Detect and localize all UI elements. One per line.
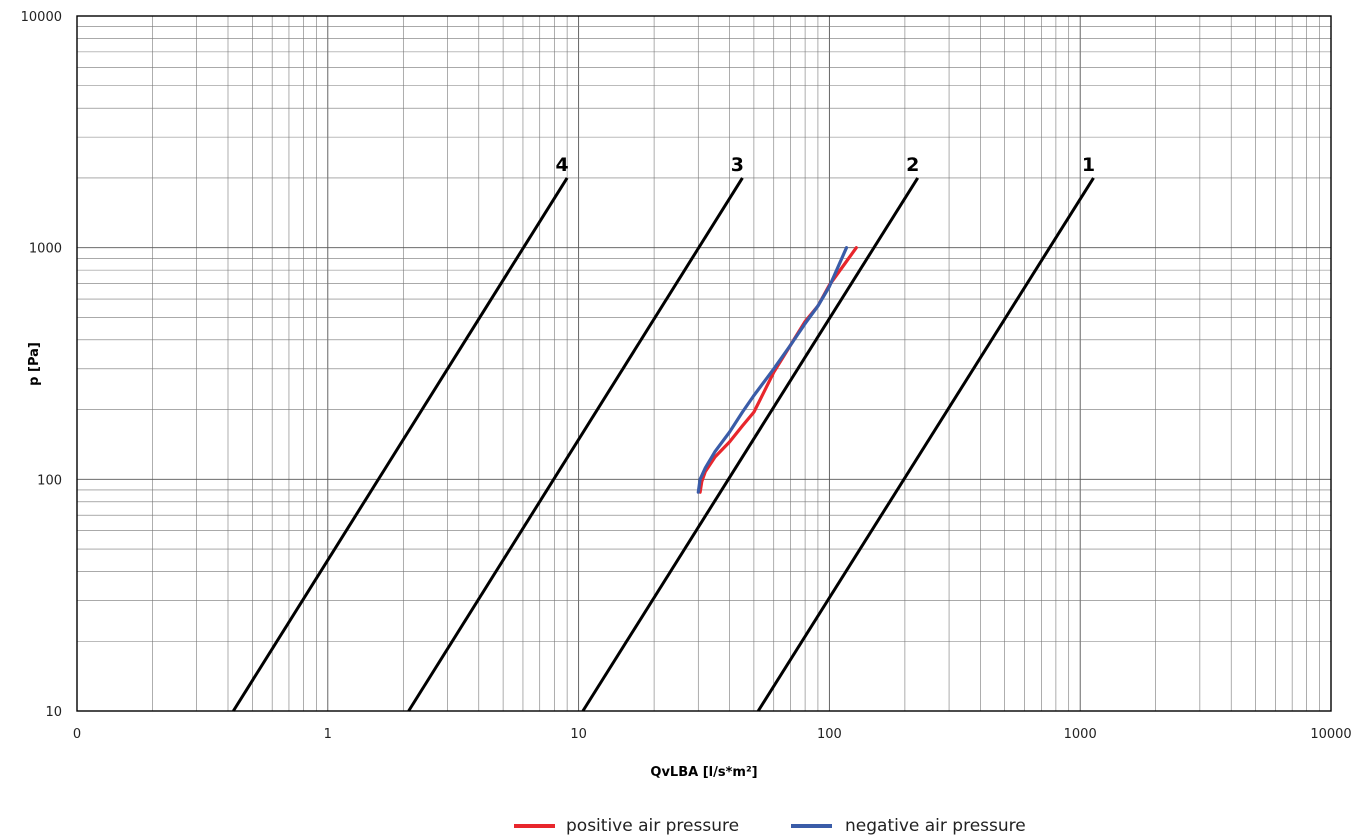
- y-tick-label: 100: [37, 473, 62, 488]
- class-line-label: 4: [556, 154, 569, 176]
- legend: positive air pressure negative air pressu…: [514, 816, 1026, 836]
- legend-label: negative air pressure: [845, 816, 1026, 836]
- class-line-label: 3: [731, 154, 744, 176]
- negative-air-pressure-line: [696, 246, 849, 494]
- plot-frame: [76, 15, 1332, 712]
- positive-air-pressure-line: [698, 246, 858, 494]
- x-tick-label: 100: [817, 727, 842, 742]
- legend-label: positive air pressure: [566, 816, 739, 836]
- x-tick-label: 1: [324, 727, 332, 742]
- class-line-4: [232, 177, 569, 712]
- grid: [77, 16, 1331, 711]
- x-tick-label: 0: [73, 727, 81, 742]
- x-tick-label: 10: [570, 727, 587, 742]
- class-line-2: [581, 177, 919, 712]
- class-lines: 1 2 3 4: [232, 154, 1095, 712]
- class-line-1: [756, 177, 1095, 712]
- x-tick-label: 10000: [1310, 727, 1351, 742]
- y-tick-label: 10000: [21, 10, 62, 25]
- x-tick-label: 1000: [1064, 727, 1097, 742]
- class-line-label: 1: [1082, 154, 1095, 176]
- y-tick-label: 1000: [29, 242, 62, 257]
- y-tick-label: 10: [45, 705, 62, 720]
- x-axis-label: QvLBA [l/s*m²]: [650, 765, 757, 780]
- tick-labels: 0 1 10 100 1000 10000 10 100 1000 10000: [21, 10, 1352, 742]
- data-series: [696, 246, 858, 494]
- y-axis-label: p [Pa]: [27, 342, 42, 386]
- class-line-3: [407, 177, 744, 712]
- class-line-label: 2: [906, 154, 919, 176]
